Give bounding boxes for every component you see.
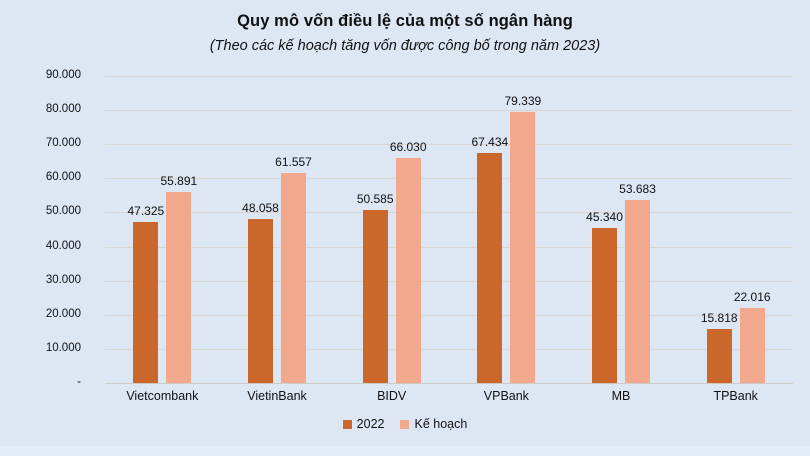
bar-group: 67.434 79.339 xyxy=(449,76,564,383)
y-tick-label: 40.000 xyxy=(45,239,81,252)
x-tick-label: VietinBank xyxy=(247,389,307,403)
x-tick-label: MB xyxy=(611,389,631,403)
bar[interactable]: 67.434 xyxy=(471,135,508,383)
bar[interactable]: 45.340 xyxy=(586,210,623,383)
gridline xyxy=(105,76,793,77)
x-tick-label: BIDV xyxy=(377,389,407,403)
bar-value-label: 67.434 xyxy=(471,134,509,149)
x-axis-labels: Vietcombank VietinBank BIDV VPBank MB TPBank xyxy=(105,389,793,403)
bar-value-label: 79.339 xyxy=(504,94,542,109)
gridline xyxy=(105,144,793,146)
bar-group: 45.340 53.683 xyxy=(564,76,679,383)
chart-subtitle: (Theo các kế hoạch tăng vốn được công bố… xyxy=(209,38,601,54)
bar-value-label: 55.891 xyxy=(160,174,198,189)
bar[interactable]: 61.557 xyxy=(275,155,312,383)
bar-group: 47.325 55.891 xyxy=(105,76,220,383)
gridline xyxy=(105,212,793,214)
y-tick-label: 20.000 xyxy=(45,307,81,320)
bar-value-label: 15.818 xyxy=(700,311,738,326)
bar-group: 15.818 22.016 xyxy=(678,76,793,383)
bar-groups: 47.325 55.891 48.058 61.557 50.585 66.030 67.4… xyxy=(105,76,793,383)
gridline xyxy=(105,383,793,384)
x-tick-label: TPBank xyxy=(713,389,758,403)
page-title: Quy mô vốn điều lệ của một số ngân hàng xyxy=(237,12,573,30)
bar-value-label: 66.030 xyxy=(389,139,427,154)
gridline xyxy=(105,110,793,112)
bar-value-label: 22.016 xyxy=(733,289,771,304)
gridline xyxy=(105,246,793,248)
bar-group: 48.058 61.557 xyxy=(220,76,335,383)
bar-group: 50.585 66.030 xyxy=(334,76,449,383)
plot-area: 90.000 80.000 70.000 60.000 50.000 40.000 30.0… xyxy=(46,69,793,388)
bar[interactable]: 55.891 xyxy=(160,174,197,383)
y-tick-label: 70.000 xyxy=(45,137,81,150)
bar[interactable]: 22.016 xyxy=(734,290,771,383)
legend-item[interactable]: Kế hoạch xyxy=(400,417,467,431)
y-tick-label: 90.000 xyxy=(45,69,81,81)
bar[interactable]: 48.058 xyxy=(242,201,279,383)
x-tick-label: Vietcombank xyxy=(126,389,199,403)
bar-value-label: 53.683 xyxy=(619,181,656,196)
legend-swatch-icon xyxy=(400,419,410,429)
gridline xyxy=(105,280,793,282)
legend-label: 2022 xyxy=(356,417,385,431)
bar[interactable]: 53.683 xyxy=(619,182,656,383)
bar[interactable]: 15.818 xyxy=(701,311,738,383)
y-tick-label: 50.000 xyxy=(45,205,81,218)
y-tick-label: 30.000 xyxy=(45,273,81,286)
legend-item[interactable]: 2022 xyxy=(342,417,385,431)
y-tick-label: 80.000 xyxy=(45,103,81,116)
bar[interactable]: 79.339 xyxy=(504,94,541,383)
legend-swatch-icon xyxy=(342,419,352,429)
gridline xyxy=(105,178,793,180)
legend-label: Kế hoạch xyxy=(414,417,468,431)
y-tick-label: 60.000 xyxy=(45,171,81,184)
bar[interactable]: 66.030 xyxy=(390,140,427,383)
bar-value-label: 48.058 xyxy=(242,201,279,216)
bar[interactable]: 47.325 xyxy=(127,204,164,383)
x-tick-label: VPBank xyxy=(483,389,529,403)
bar[interactable]: 50.585 xyxy=(357,192,394,383)
y-tick-label: - xyxy=(77,376,81,388)
chart-legend: 2022 Kế hoạch xyxy=(0,417,810,431)
gridline xyxy=(105,314,793,316)
bar-value-label: 61.557 xyxy=(275,155,312,170)
gridline xyxy=(105,348,793,350)
title-block: Quy mô vốn điều lệ của một số ngân hàng … xyxy=(0,10,810,57)
bar-value-label: 50.585 xyxy=(356,192,394,207)
bar-value-label: 45.340 xyxy=(586,210,623,225)
y-tick-label: 10.000 xyxy=(45,341,81,354)
bar-value-label: 47.325 xyxy=(127,203,165,218)
